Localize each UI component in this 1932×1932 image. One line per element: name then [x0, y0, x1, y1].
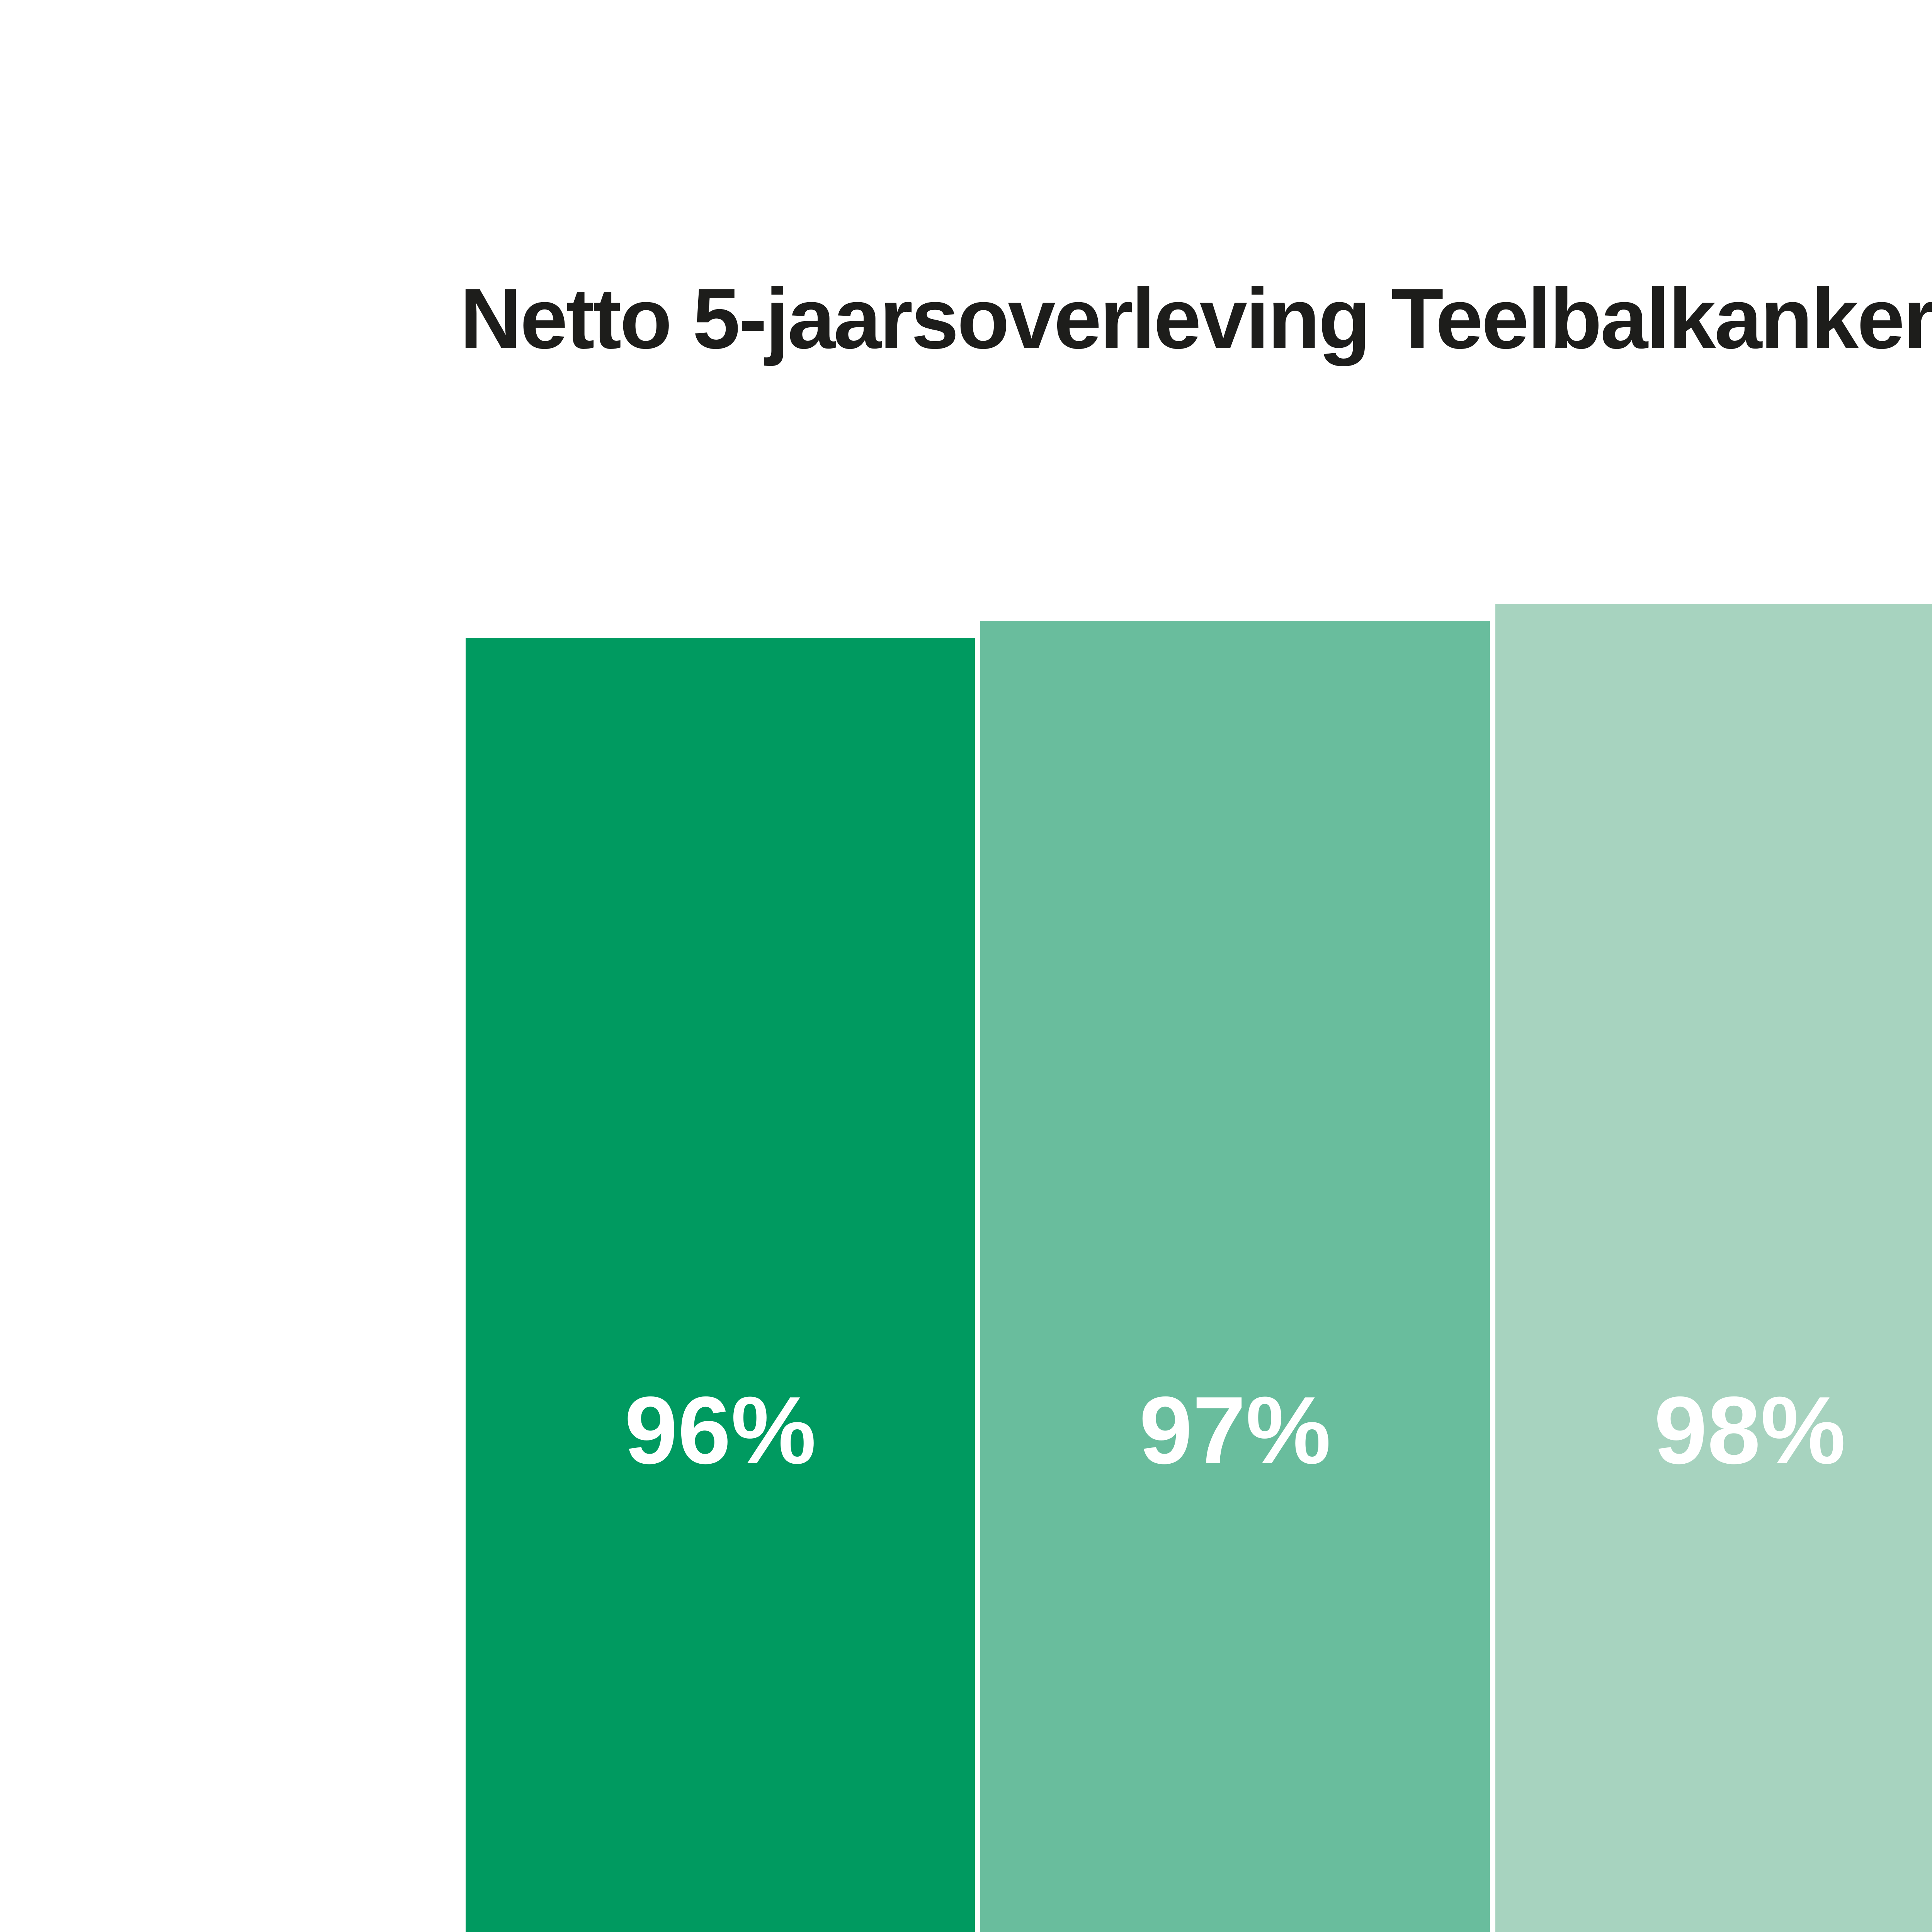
bar-2004-2008: 96% [466, 638, 975, 1932]
bar-value-label: 97% [1139, 1376, 1331, 1484]
bar-2009-2013: 97% [980, 621, 1490, 1932]
bar-value-label: 96% [624, 1376, 816, 1484]
bar-value-label: 98% [1654, 1376, 1846, 1484]
chart-title: Netto 5-jaarsoverleving Teelbalkanker [460, 271, 1932, 367]
bar-plot-area: 96%97%98%96% [466, 570, 1932, 1932]
bar-2014-2018: 98% [1495, 604, 1932, 1932]
